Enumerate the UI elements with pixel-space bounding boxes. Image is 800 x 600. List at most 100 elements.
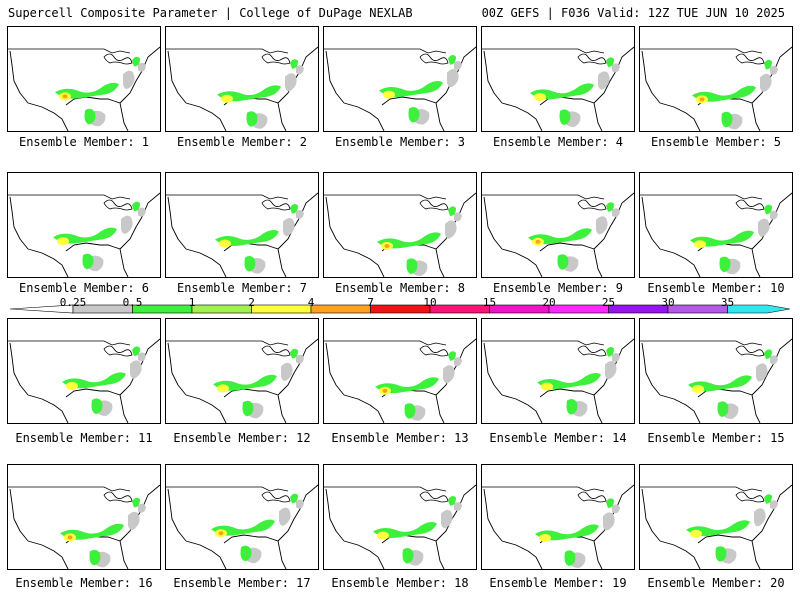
- member-label: Ensemble Member: 16: [15, 576, 153, 590]
- scp-area-moderate: [606, 498, 614, 508]
- great-lakes: [419, 53, 449, 65]
- member-label: Ensemble Member: 4: [492, 135, 624, 149]
- scp-area-low: [128, 511, 140, 530]
- scp-area-moderate: [132, 497, 140, 508]
- scp-area-high: [541, 382, 553, 391]
- scp-area-low: [281, 362, 293, 381]
- border-line: [482, 340, 605, 346]
- coastline: [641, 488, 661, 542]
- scp-area-low: [770, 65, 778, 75]
- coastline: [185, 96, 287, 131]
- scp-area-moderate: [721, 111, 733, 128]
- ensemble-member-map: [165, 318, 319, 424]
- ensemble-member-map: [481, 172, 635, 278]
- scp-area-high: [377, 531, 389, 540]
- scp-area-low: [612, 208, 620, 218]
- coastline: [9, 196, 29, 250]
- scp-area-moderate: [692, 85, 756, 102]
- scp-area-high: [692, 385, 704, 393]
- scp-area-moderate: [290, 348, 298, 359]
- colorbar-segment: [370, 304, 431, 314]
- scp-area-moderate: [211, 519, 275, 536]
- ensemble-member-map: [165, 172, 319, 278]
- scp-area-moderate: [217, 85, 281, 102]
- member-label: Ensemble Member: 14: [489, 431, 627, 445]
- scp-area-low: [756, 363, 768, 382]
- border-line: [166, 194, 289, 200]
- colorbar-tick-label: 0.5: [122, 296, 143, 309]
- ensemble-member-map: [639, 172, 793, 278]
- colorbar: [10, 304, 790, 314]
- scp-area-moderate: [559, 109, 571, 125]
- colorbar-tick-label: 20: [542, 296, 556, 309]
- great-lakes: [261, 491, 291, 503]
- scp-area-low: [758, 218, 770, 237]
- great-lakes: [577, 345, 607, 357]
- scp-area-moderate: [62, 372, 126, 389]
- coastline: [119, 192, 160, 250]
- scp-area-moderate: [606, 57, 614, 67]
- member-label: Ensemble Member: 10: [647, 281, 785, 295]
- member-label: Ensemble Member: 8: [334, 281, 466, 295]
- scp-area-low: [121, 215, 133, 234]
- member-label: Ensemble Member: 3: [334, 135, 466, 149]
- coastline: [501, 242, 603, 277]
- great-lakes: [735, 199, 765, 211]
- scp-area-low: [285, 73, 297, 92]
- coastline: [277, 46, 318, 104]
- ensemble-member-map: [7, 26, 161, 132]
- scp-area-moderate: [557, 254, 569, 270]
- coastline: [641, 50, 661, 104]
- great-lakes: [735, 345, 765, 357]
- scp-area-moderate: [606, 202, 614, 212]
- border-line: [640, 340, 763, 346]
- colorbar-tick-label: 4: [307, 296, 315, 309]
- scp-area-low: [454, 502, 462, 511]
- scp-area-moderate: [215, 230, 279, 246]
- border-line: [324, 486, 447, 492]
- ensemble-member-map: [165, 26, 319, 132]
- coastline: [435, 338, 476, 396]
- scp-area-moderate: [246, 111, 258, 127]
- coastline: [9, 50, 29, 104]
- scp-area-high: [534, 93, 546, 101]
- coastline: [483, 488, 503, 542]
- scp-area-moderate: [406, 258, 418, 274]
- ensemble-member-map: [323, 26, 477, 132]
- coastline: [167, 196, 187, 250]
- scp-area-low: [447, 69, 459, 88]
- scp-area-moderate: [528, 228, 592, 245]
- scp-area-moderate: [373, 522, 437, 538]
- scp-area-moderate: [91, 398, 103, 414]
- coastline: [343, 388, 445, 423]
- scp-area-moderate: [242, 400, 254, 417]
- scp-area-max: [382, 388, 388, 393]
- ensemble-member-map: [323, 172, 477, 278]
- ensemble-member-map: [165, 464, 319, 570]
- great-lakes: [735, 53, 765, 65]
- member-label: Ensemble Member: 2: [176, 135, 308, 149]
- run-valid-time: 00Z GEFS | F036 Valid: 12Z TUE JUN 10 20…: [481, 6, 785, 20]
- member-label: Ensemble Member: 5: [650, 135, 782, 149]
- coastline: [325, 196, 345, 250]
- coastline: [659, 96, 761, 131]
- great-lakes: [419, 491, 449, 503]
- colorbar-segment: [251, 304, 312, 314]
- scp-area-low: [123, 70, 135, 89]
- coastline: [641, 196, 661, 250]
- coastline: [751, 192, 792, 250]
- scp-area-moderate: [717, 401, 729, 417]
- border-line: [324, 340, 447, 346]
- border-line: [324, 194, 447, 200]
- scp-area-high: [694, 240, 706, 249]
- member-label: Ensemble Member: 7: [176, 281, 308, 295]
- coastline: [343, 96, 445, 131]
- scp-area-moderate: [448, 55, 456, 65]
- scp-area-low: [596, 216, 608, 235]
- scp-area-moderate: [448, 496, 456, 506]
- scp-area-moderate: [82, 253, 94, 270]
- border-line: [482, 194, 605, 200]
- chart-title: Supercell Composite Parameter | College …: [8, 6, 413, 20]
- colorbar-tick-label: 25: [601, 296, 616, 309]
- coastline: [9, 488, 29, 542]
